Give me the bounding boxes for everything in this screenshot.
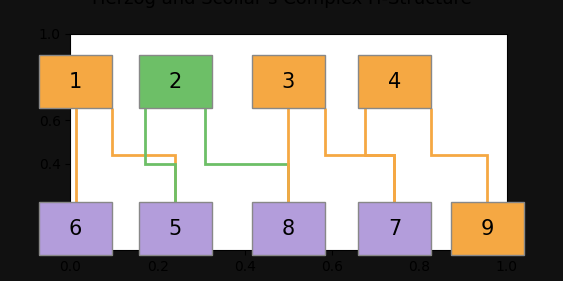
Text: 5: 5	[169, 219, 182, 239]
Title: Herzog and Scollar’s Complex H-Structure: Herzog and Scollar’s Complex H-Structure	[92, 0, 471, 8]
FancyBboxPatch shape	[358, 55, 431, 108]
FancyBboxPatch shape	[358, 202, 431, 255]
FancyBboxPatch shape	[39, 202, 112, 255]
Text: 1: 1	[69, 72, 82, 92]
Text: 6: 6	[69, 219, 82, 239]
Text: 3: 3	[282, 72, 295, 92]
FancyBboxPatch shape	[138, 55, 212, 108]
FancyBboxPatch shape	[252, 55, 325, 108]
Text: 8: 8	[282, 219, 294, 239]
Text: 2: 2	[169, 72, 182, 92]
Text: 4: 4	[388, 72, 401, 92]
FancyBboxPatch shape	[138, 202, 212, 255]
Text: 7: 7	[388, 219, 401, 239]
Text: 9: 9	[481, 219, 494, 239]
FancyBboxPatch shape	[451, 202, 524, 255]
FancyBboxPatch shape	[39, 55, 112, 108]
FancyBboxPatch shape	[252, 202, 325, 255]
